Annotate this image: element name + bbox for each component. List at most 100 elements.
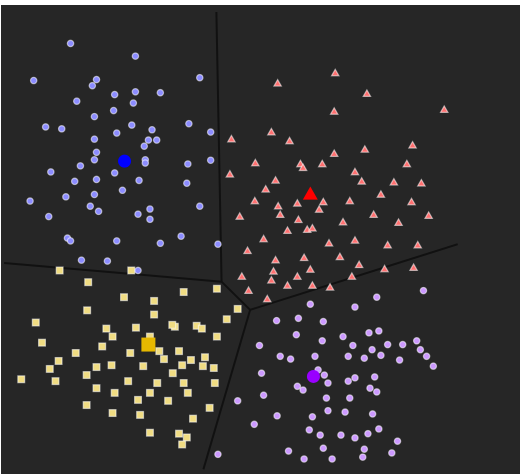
cluster-3-point [82,401,91,410]
cluster-3-point [210,379,219,388]
cluster-2-point [305,264,316,273]
cluster-3-point [197,324,206,333]
cluster-3-point [200,353,209,362]
cluster-4-point [272,316,281,325]
cluster-1-point [109,106,118,115]
cluster-2-point [360,144,370,153]
cluster-1-point [146,205,154,213]
cluster-2-point [393,217,404,226]
cluster-2-point [354,259,364,269]
cluster-1-point [90,135,99,143]
cluster-4-point [377,351,385,360]
cluster-4-point [299,386,307,394]
cluster-2-point [368,209,379,219]
cluster-3-point [136,410,145,419]
cluster-4-point [360,445,369,453]
cluster-3-point [71,348,80,357]
cluster-4-point [319,317,328,326]
cluster-3-point [82,371,91,380]
cluster-2-point [407,140,418,149]
cluster-2-point [439,104,449,113]
boundary-bottom [202,309,252,470]
cluster-1-point [177,232,185,241]
cluster-4-point [286,355,295,363]
cluster-2-point [350,235,360,244]
cluster-1-point [141,159,150,167]
cluster-2-point [350,167,360,176]
cluster-1-point [118,186,127,195]
cluster-1-point [156,88,165,97]
cluster-2-point [324,238,334,247]
cluster-4-point [259,391,268,400]
cluster-1-point [57,125,66,133]
cluster-4-point [416,345,425,354]
cluster-4-point [344,377,353,385]
cluster-3-point [175,347,184,356]
cluster-2-point [335,251,345,261]
cluster-1-point [62,193,70,201]
cluster-2-point [237,271,247,280]
cluster-3-point [164,396,173,405]
cluster-1-centroid [118,154,132,168]
centroids-layer [118,154,320,383]
cluster-2-point [307,280,318,289]
cluster-1-point [206,128,215,136]
cluster-1-point [112,129,121,137]
cluster-4-point [328,455,336,463]
cluster-1-point [134,266,142,275]
cluster-2-point [379,264,390,273]
cluster-3-point [102,324,111,333]
cluster-2-point [275,209,285,219]
cluster-2-point [416,178,427,187]
cluster-4-point [337,431,345,439]
cluster-2-point [273,201,283,210]
cluster-4-point [393,437,402,445]
cluster-3-point [98,342,107,351]
cluster-3-point [45,364,54,373]
cluster-4-point [276,352,285,361]
cluster-2-point [329,148,339,158]
cluster-4-point [344,352,353,361]
cluster-2-point [250,158,261,167]
cluster-4-point [311,352,319,361]
cluster-4-point [341,408,349,416]
cluster-3-point [120,293,129,302]
cluster-4-point [375,327,383,335]
cluster-4-point [324,406,332,415]
cluster-1-point [92,75,101,84]
cluster-2-point [226,134,237,143]
cluster-3-point [124,377,133,386]
cluster-1-point [131,52,140,60]
cluster-4-point [305,426,314,434]
cluster-3-point [183,388,192,397]
cluster-2-point [329,106,339,115]
cluster-1-point [72,97,81,105]
cluster-4-point [372,293,381,301]
cluster-3-point [179,379,188,388]
cluster-4-point [294,314,303,323]
cluster-4-centroid [306,369,320,383]
plot-background [1,5,520,474]
cluster-2-point [298,162,308,172]
cluster-4-point [375,425,383,433]
cluster-1-point [47,168,55,176]
cluster-2-point [382,240,393,249]
cluster-3-point [134,395,143,404]
cluster-3-point [212,332,221,341]
cluster-4-point [358,453,367,461]
cluster-2-point [318,197,329,206]
cluster-2-point [225,169,235,178]
cluster-2-point [307,223,318,232]
cluster-2-point [347,271,357,280]
cluster-3-point [153,379,162,388]
cluster-4-point [368,410,377,418]
cluster-4-point [366,384,374,392]
cluster-4-point [293,382,302,391]
cluster-1-point [140,142,149,150]
cluster-3-point [233,304,242,313]
cluster-1-point [110,169,119,177]
cluster-1-point [127,121,136,129]
cluster-1-point [144,136,153,144]
cluster-4-point [365,329,373,337]
